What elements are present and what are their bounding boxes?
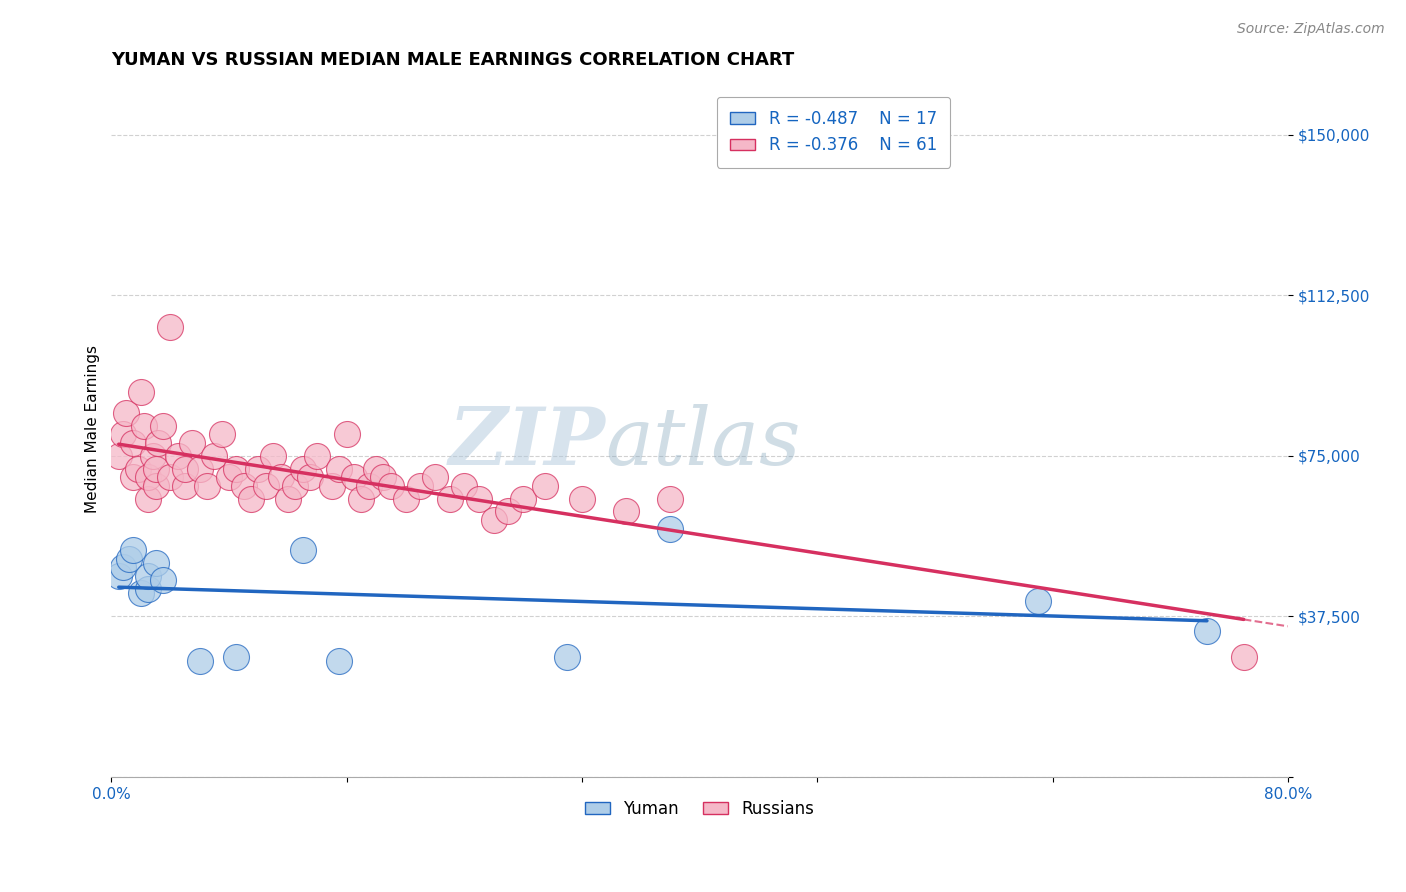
Point: [357, 479, 380, 493]
Point: [232, 479, 254, 493]
Point: [142, 449, 165, 463]
Point: [409, 479, 432, 493]
Point: [291, 461, 314, 475]
Point: [254, 479, 277, 493]
Point: [115, 406, 138, 420]
Point: [270, 470, 292, 484]
Point: [284, 479, 307, 493]
Point: [277, 491, 299, 506]
Point: [298, 470, 321, 484]
Point: [439, 491, 461, 506]
Point: [350, 491, 373, 506]
Point: [122, 543, 145, 558]
Point: [321, 479, 343, 493]
Point: [394, 491, 416, 506]
Point: [129, 384, 152, 399]
Point: [423, 470, 446, 484]
Point: [262, 449, 284, 463]
Point: [247, 461, 270, 475]
Point: [468, 491, 491, 506]
Point: [188, 461, 211, 475]
Point: [202, 449, 225, 463]
Point: [659, 522, 682, 536]
Point: [498, 504, 520, 518]
Point: [136, 491, 159, 506]
Point: [181, 436, 204, 450]
Point: [148, 436, 170, 450]
Point: [166, 449, 188, 463]
Point: [107, 449, 129, 463]
Point: [328, 461, 350, 475]
Point: [188, 654, 211, 668]
Point: [152, 573, 174, 587]
Text: Source: ZipAtlas.com: Source: ZipAtlas.com: [1237, 22, 1385, 37]
Point: [107, 568, 129, 582]
Point: [174, 461, 197, 475]
Point: [1195, 624, 1218, 639]
Point: [328, 654, 350, 668]
Point: [136, 568, 159, 582]
Text: YUMAN VS RUSSIAN MEDIAN MALE EARNINGS CORRELATION CHART: YUMAN VS RUSSIAN MEDIAN MALE EARNINGS CO…: [111, 51, 794, 69]
Point: [225, 650, 247, 665]
Point: [571, 491, 593, 506]
Point: [152, 418, 174, 433]
Text: ZIP: ZIP: [449, 404, 606, 482]
Point: [343, 470, 366, 484]
Point: [453, 479, 475, 493]
Point: [291, 543, 314, 558]
Point: [129, 586, 152, 600]
Point: [122, 436, 145, 450]
Point: [659, 491, 682, 506]
Point: [336, 427, 359, 442]
Point: [225, 461, 247, 475]
Point: [1026, 594, 1049, 608]
Point: [132, 418, 155, 433]
Point: [112, 560, 135, 574]
Point: [555, 650, 578, 665]
Point: [534, 479, 557, 493]
Point: [136, 470, 159, 484]
Point: [118, 551, 141, 566]
Point: [614, 504, 637, 518]
Point: [380, 479, 402, 493]
Point: [145, 461, 167, 475]
Point: [122, 470, 145, 484]
Point: [159, 320, 181, 334]
Point: [307, 449, 329, 463]
Point: [145, 556, 167, 570]
Point: [145, 479, 167, 493]
Legend: Yuman, Russians: Yuman, Russians: [578, 793, 821, 824]
Point: [195, 479, 218, 493]
Point: [240, 491, 263, 506]
Text: atlas: atlas: [606, 404, 801, 482]
Point: [136, 582, 159, 596]
Point: [218, 470, 240, 484]
Point: [1233, 650, 1256, 665]
Point: [373, 470, 395, 484]
Point: [174, 479, 197, 493]
Point: [127, 461, 149, 475]
Point: [112, 427, 135, 442]
Point: [512, 491, 534, 506]
Point: [211, 427, 233, 442]
Point: [159, 470, 181, 484]
Point: [364, 461, 387, 475]
Point: [482, 513, 505, 527]
Y-axis label: Median Male Earnings: Median Male Earnings: [86, 345, 100, 513]
